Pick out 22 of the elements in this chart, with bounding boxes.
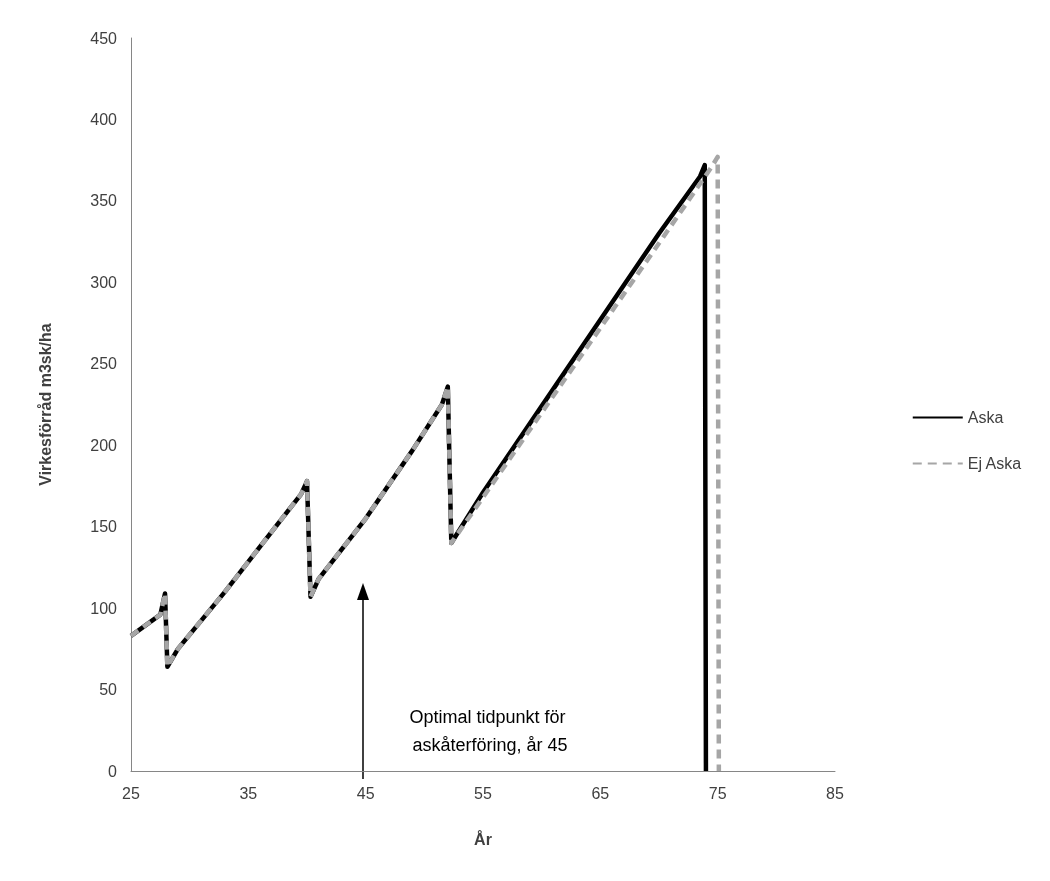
y-tick-label: 200 (90, 436, 118, 454)
x-tick-label: 85 (826, 784, 844, 802)
y-tick-label: 450 (90, 29, 118, 47)
x-tick-label: 75 (708, 784, 727, 802)
legend-label: Aska (967, 409, 1004, 426)
y-tick-label: 150 (90, 518, 118, 536)
x-tick-label: 55 (474, 784, 492, 802)
y-axis-title: Virkesförråd m3sk/ha (36, 323, 54, 486)
y-tick-label: 400 (90, 110, 118, 128)
x-tick-label: 25 (122, 784, 140, 802)
x-tick-label: 65 (591, 784, 610, 802)
x-tick-label: 35 (239, 784, 258, 802)
legend-label: Ej Aska (967, 455, 1022, 472)
y-tick-label: 100 (90, 599, 118, 617)
y-tick-label: 350 (90, 192, 118, 210)
y-tick-label: 300 (90, 273, 118, 291)
x-tick-label: 45 (356, 784, 375, 802)
y-tick-label: 50 (99, 681, 118, 699)
x-axis-title: År (474, 829, 492, 848)
y-tick-label: 0 (108, 762, 118, 780)
y-tick-label: 250 (90, 355, 118, 373)
annotation: Optimal tidpunkt för askåterföring, år 45 (409, 707, 571, 755)
